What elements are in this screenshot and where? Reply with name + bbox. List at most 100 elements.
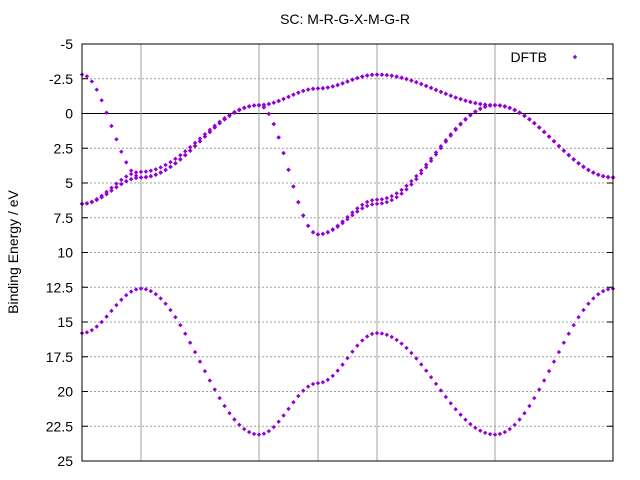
data-point [310, 230, 316, 235]
data-point [409, 78, 414, 83]
data-point [143, 287, 149, 292]
data-point [414, 176, 419, 182]
data-point [281, 96, 286, 102]
data-point [532, 395, 537, 401]
data-point [340, 362, 345, 367]
data-point [423, 162, 429, 167]
data-point [153, 167, 158, 172]
data-point [251, 431, 257, 437]
data-point [163, 301, 168, 306]
data-point [448, 132, 453, 137]
data-point [394, 195, 399, 200]
data-point [355, 206, 360, 211]
data-point [217, 395, 222, 401]
data-point [586, 167, 591, 173]
legend-marker-point [572, 54, 578, 60]
data-point [443, 137, 449, 143]
data-point [379, 331, 385, 336]
data-point [217, 121, 222, 126]
data-point [556, 143, 562, 149]
data-point [99, 98, 104, 103]
data-point [138, 286, 144, 291]
data-point [497, 103, 503, 108]
data-point [138, 175, 144, 180]
data-point [364, 334, 370, 339]
data-point [414, 80, 419, 85]
data-point [315, 232, 321, 237]
data-point [374, 72, 380, 77]
data-point [286, 167, 291, 172]
data-point [551, 359, 557, 364]
data-point [369, 202, 375, 207]
data-point [497, 431, 503, 437]
data-point [114, 302, 119, 308]
y-axis-title: Binding Energy / eV [5, 189, 21, 313]
data-point [364, 199, 370, 205]
data-point [551, 139, 557, 144]
data-point [281, 150, 286, 156]
data-point [237, 107, 242, 113]
data-point [453, 407, 458, 412]
chart-title: SC: M-R-G-X-M-G-R [280, 11, 410, 27]
data-point [291, 92, 296, 97]
data-point [276, 419, 281, 424]
data-point [202, 131, 208, 137]
data-point [355, 343, 360, 348]
data-point [202, 134, 208, 139]
data-point [261, 105, 267, 110]
data-point [325, 377, 331, 383]
data-point [566, 152, 571, 158]
data-point [532, 121, 537, 126]
data-point [197, 136, 203, 141]
data-point [517, 110, 522, 115]
data-point [158, 165, 163, 170]
data-point [192, 143, 198, 149]
data-point [394, 191, 399, 196]
data-point [428, 85, 434, 91]
data-point [168, 164, 173, 170]
data-point [305, 384, 311, 389]
data-point [271, 121, 276, 127]
data-point [389, 334, 394, 340]
data-point [89, 327, 95, 333]
data-point [335, 368, 340, 373]
data-point [148, 168, 154, 173]
data-point [124, 160, 129, 165]
data-point [232, 110, 237, 115]
data-point [173, 156, 178, 162]
data-point [463, 98, 468, 103]
data-point [291, 400, 296, 405]
data-point [463, 417, 468, 422]
data-point [404, 76, 409, 82]
data-point [153, 172, 158, 177]
data-point [364, 73, 370, 78]
data-point [423, 83, 429, 89]
data-point [364, 203, 370, 209]
data-point [596, 291, 601, 297]
data-point [591, 296, 596, 301]
data-point [438, 89, 444, 95]
data-point [468, 112, 473, 118]
data-point [94, 324, 99, 329]
data-point [158, 170, 163, 175]
data-point [394, 337, 399, 343]
data-point [315, 380, 321, 386]
data-point [591, 170, 596, 175]
data-point [487, 103, 493, 108]
data-point [345, 214, 350, 220]
data-point [301, 88, 306, 94]
data-point [310, 86, 316, 91]
data-point [433, 87, 439, 93]
data-point [581, 307, 586, 313]
data-point [458, 121, 463, 126]
data-point [478, 428, 483, 433]
data-point [438, 388, 444, 393]
y-tick-label: 2.5 [54, 140, 74, 156]
data-point [423, 368, 429, 373]
data-point [104, 314, 109, 319]
data-point [89, 199, 95, 205]
data-point [389, 197, 394, 203]
data-point [109, 188, 114, 193]
data-point [133, 287, 139, 292]
y-tick-label: 20 [57, 384, 73, 400]
